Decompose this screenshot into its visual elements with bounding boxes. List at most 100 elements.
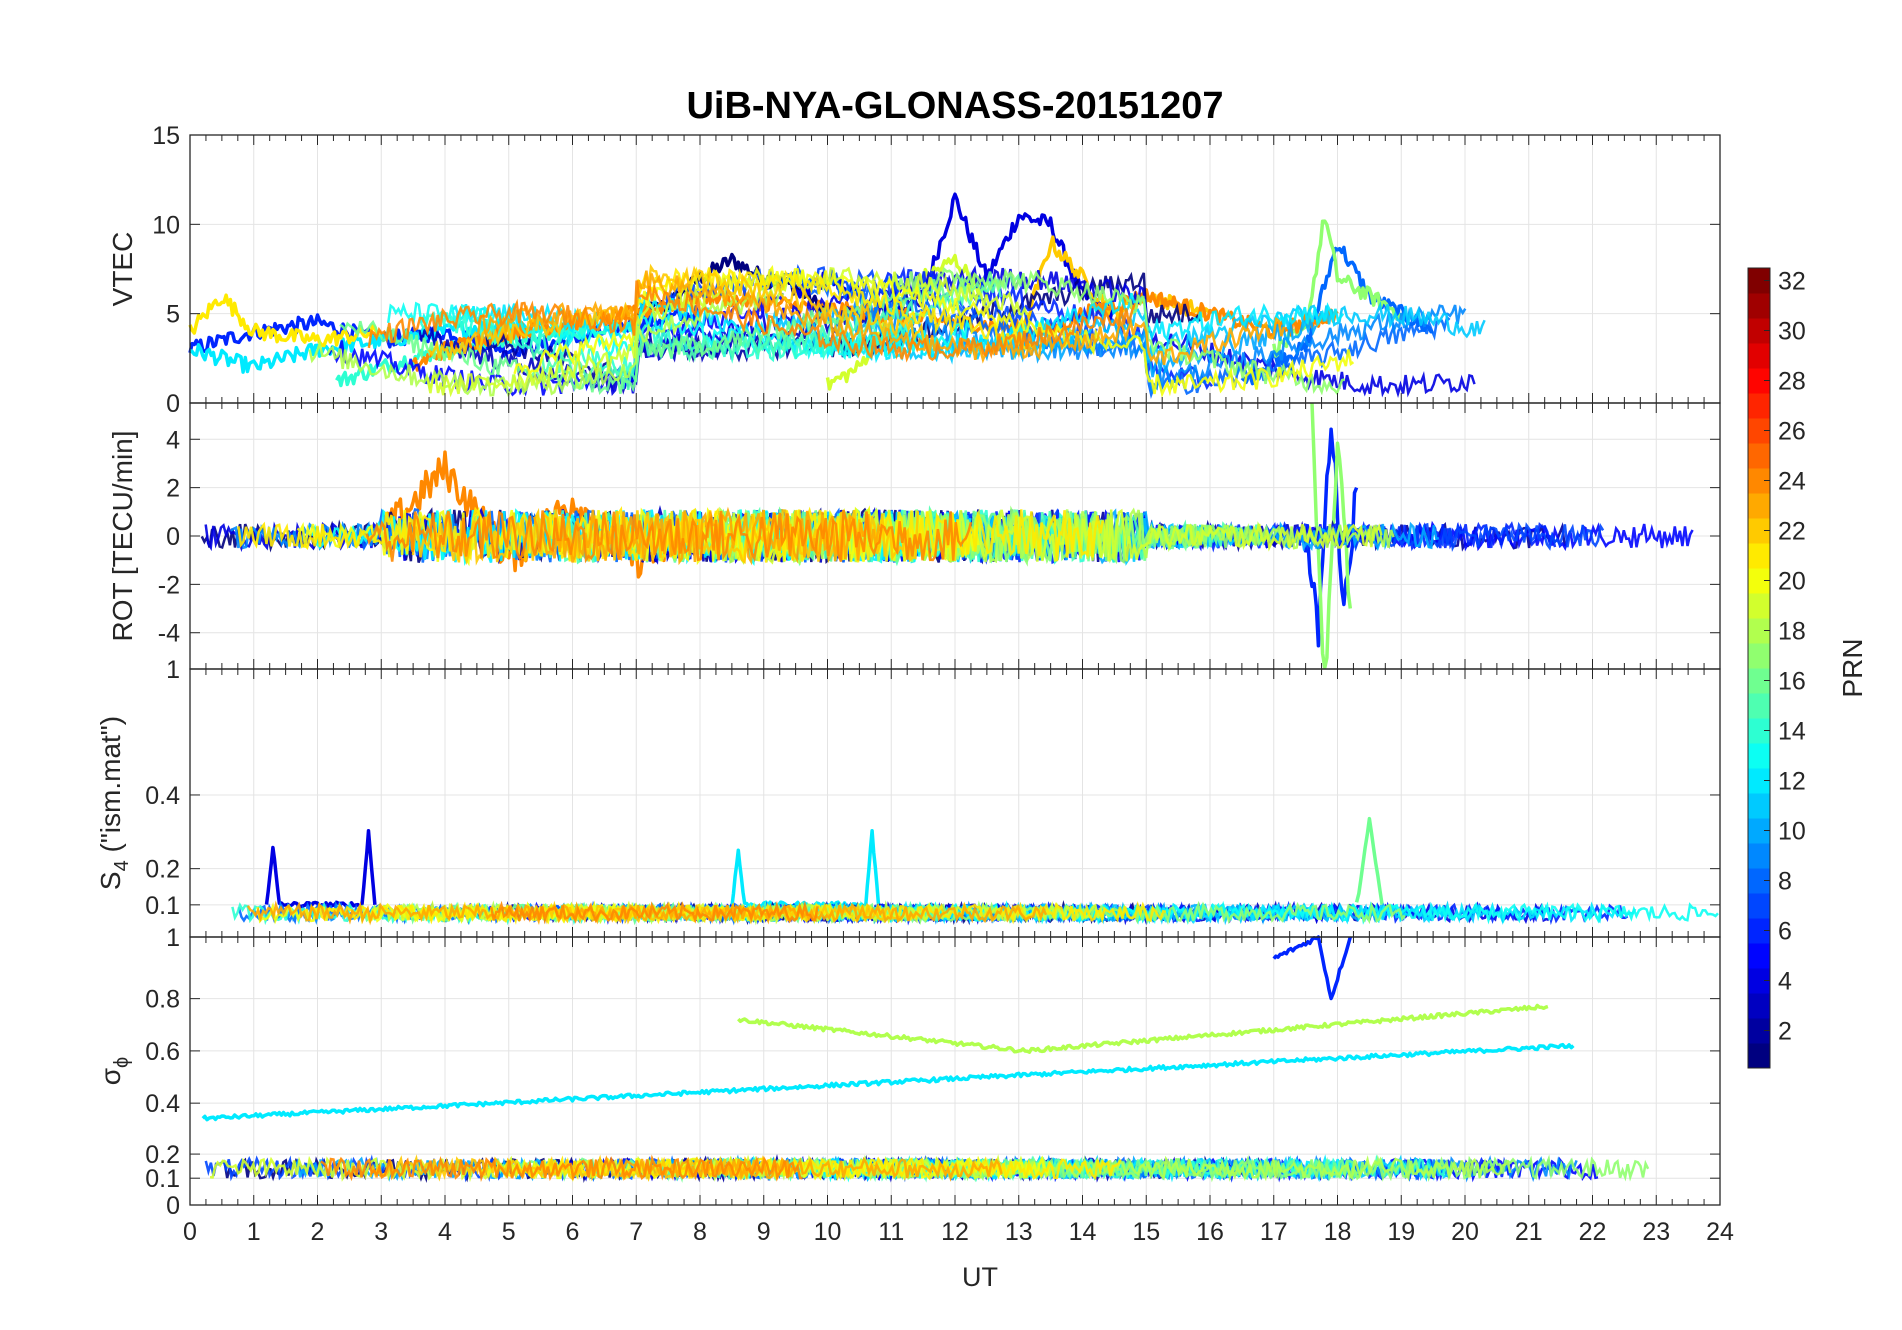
colorbar-segment	[1748, 943, 1770, 969]
colorbar-segment	[1748, 818, 1770, 844]
panel-vtec	[188, 135, 1720, 403]
x-tick-label: 23	[1642, 1218, 1670, 1246]
x-tick-label: 4	[438, 1218, 452, 1246]
x-tick-label: 19	[1387, 1218, 1415, 1246]
colorbar-segment	[1748, 743, 1770, 769]
y-tick-label: 5	[166, 301, 180, 329]
y-tick-label: 0	[166, 390, 180, 418]
x-axis: 0 1 2 3 4 5 6 7 8 9 10 11 12 13 14 15 16 17 18 19 20 21 22 23 24	[183, 1218, 1734, 1246]
colorbar-segment	[1748, 718, 1770, 744]
colorbar-segment	[1748, 368, 1770, 394]
background-trace-prn-24	[365, 509, 973, 564]
colorbar-frame	[1747, 267, 1771, 1069]
background-trace-prn-24	[320, 1154, 803, 1183]
colorbar-segment	[1748, 518, 1770, 544]
background-trace-prn-20	[513, 264, 1355, 398]
colorbar-tick-label: 30	[1778, 318, 1806, 346]
y-axis-label: VTEC	[107, 232, 138, 307]
x-tick-label: 15	[1132, 1218, 1160, 1246]
panel-rot	[190, 402, 1720, 670]
x-tick-label: 5	[502, 1218, 516, 1246]
x-tick-label: 6	[566, 1218, 580, 1246]
y-label-main: S	[95, 871, 126, 890]
colorbar-segment	[1748, 418, 1770, 444]
y-tick-label: -4	[158, 620, 180, 648]
axes-sigma: 00.10.2 0.4 0.6 0.8 1 σϕ	[95, 924, 1721, 1220]
series-line-prn-17	[1310, 402, 1353, 670]
y-axis-label: σϕ	[95, 1057, 133, 1085]
colorbar-segment	[1748, 468, 1770, 494]
colorbar-tick-label: 14	[1778, 718, 1806, 746]
x-tick-label: 12	[941, 1218, 969, 1246]
colorbar-segment	[1748, 443, 1770, 469]
background-trace-prn-23	[532, 506, 883, 566]
y-tick-label: 0.6	[145, 1038, 180, 1066]
colorbar-segment	[1748, 393, 1770, 419]
colorbar-segment	[1748, 1018, 1770, 1044]
x-tick-label: 9	[757, 1218, 771, 1246]
colorbar-segment	[1748, 593, 1770, 619]
colorbar-tick-label: 20	[1778, 568, 1806, 596]
colorbar-segment	[1748, 993, 1770, 1019]
colorbar-tick-label: 22	[1778, 518, 1806, 546]
x-tick-label: 11	[878, 1218, 904, 1246]
colorbar-tick-label: 32	[1778, 268, 1806, 296]
y-tick-label: 10	[152, 211, 180, 239]
colorbar-tick-label: 8	[1778, 868, 1792, 896]
colorbar-segment	[1748, 693, 1770, 719]
y-axis-label: ROT [TECU/min]	[107, 430, 138, 641]
colorbar-segment	[1748, 493, 1770, 519]
x-tick-label: 13	[1005, 1218, 1033, 1246]
colorbar-segment	[1748, 318, 1770, 344]
colorbar-segment	[1748, 843, 1770, 869]
colorbar-tick-label: 12	[1778, 768, 1806, 796]
series-line-prn-21	[188, 293, 383, 348]
colorbar-tick-label: 6	[1778, 918, 1792, 946]
colorbar-label: PRN	[1837, 638, 1868, 697]
x-tick-label: 22	[1579, 1218, 1607, 1246]
y-label-subscript: ϕ	[111, 1057, 133, 1068]
panel-s4	[190, 669, 1720, 937]
y-tick-label: 4	[166, 426, 180, 454]
x-tick-label: 21	[1515, 1218, 1543, 1246]
y-tick-label: 0.8	[145, 986, 180, 1014]
y-tick-label: 0.1	[145, 892, 180, 920]
colorbar-tick-label: 4	[1778, 968, 1792, 996]
colorbar-tick-label: 24	[1778, 468, 1806, 496]
colorbar-segment	[1748, 618, 1770, 644]
axes-s4: 0.1 0.2 0.4 1 S4 ("ism.mat")	[95, 656, 1721, 938]
x-tick-label: 7	[629, 1218, 643, 1246]
colorbar-segment	[1748, 543, 1770, 569]
colorbar-segment	[1748, 568, 1770, 594]
y-tick-label: 0	[166, 1192, 180, 1220]
colorbar-tick-label: 28	[1778, 368, 1806, 396]
y-tick-label: 0	[166, 523, 180, 551]
y-tick-label: 0.2	[145, 1141, 180, 1169]
x-tick-label: 10	[814, 1218, 842, 1246]
colorbar-segment	[1748, 343, 1770, 369]
x-tick-label: 8	[693, 1218, 707, 1246]
colorbar-segment	[1748, 293, 1770, 319]
y-axis-label: S4 ("ism.mat")	[95, 716, 133, 890]
y-label-rest: ("ism.mat")	[95, 716, 126, 860]
y-tick-label: 0.2	[145, 856, 180, 884]
y-tick-label: 0.4	[145, 1090, 180, 1118]
colorbar-segment	[1748, 793, 1770, 819]
y-label-subscript: 4	[111, 860, 133, 871]
background-trace-prn-24	[489, 900, 819, 925]
x-tick-label: 17	[1260, 1218, 1288, 1246]
colorbar-tick-label: 18	[1778, 618, 1806, 646]
x-tick-label: 18	[1324, 1218, 1352, 1246]
background-trace-prn-21	[636, 266, 1034, 351]
colorbar-segment	[1748, 668, 1770, 694]
background-trace-prn-23	[618, 1156, 1003, 1182]
axes-vtec: 0 5 10 15 VTEC	[107, 122, 1721, 418]
y-tick-label: -2	[158, 571, 180, 599]
y-tick-label-top: 1	[166, 656, 180, 684]
series-line-prn-6	[1272, 935, 1352, 1001]
x-tick-label: 14	[1069, 1218, 1097, 1246]
y-tick-label: 15	[152, 122, 180, 150]
